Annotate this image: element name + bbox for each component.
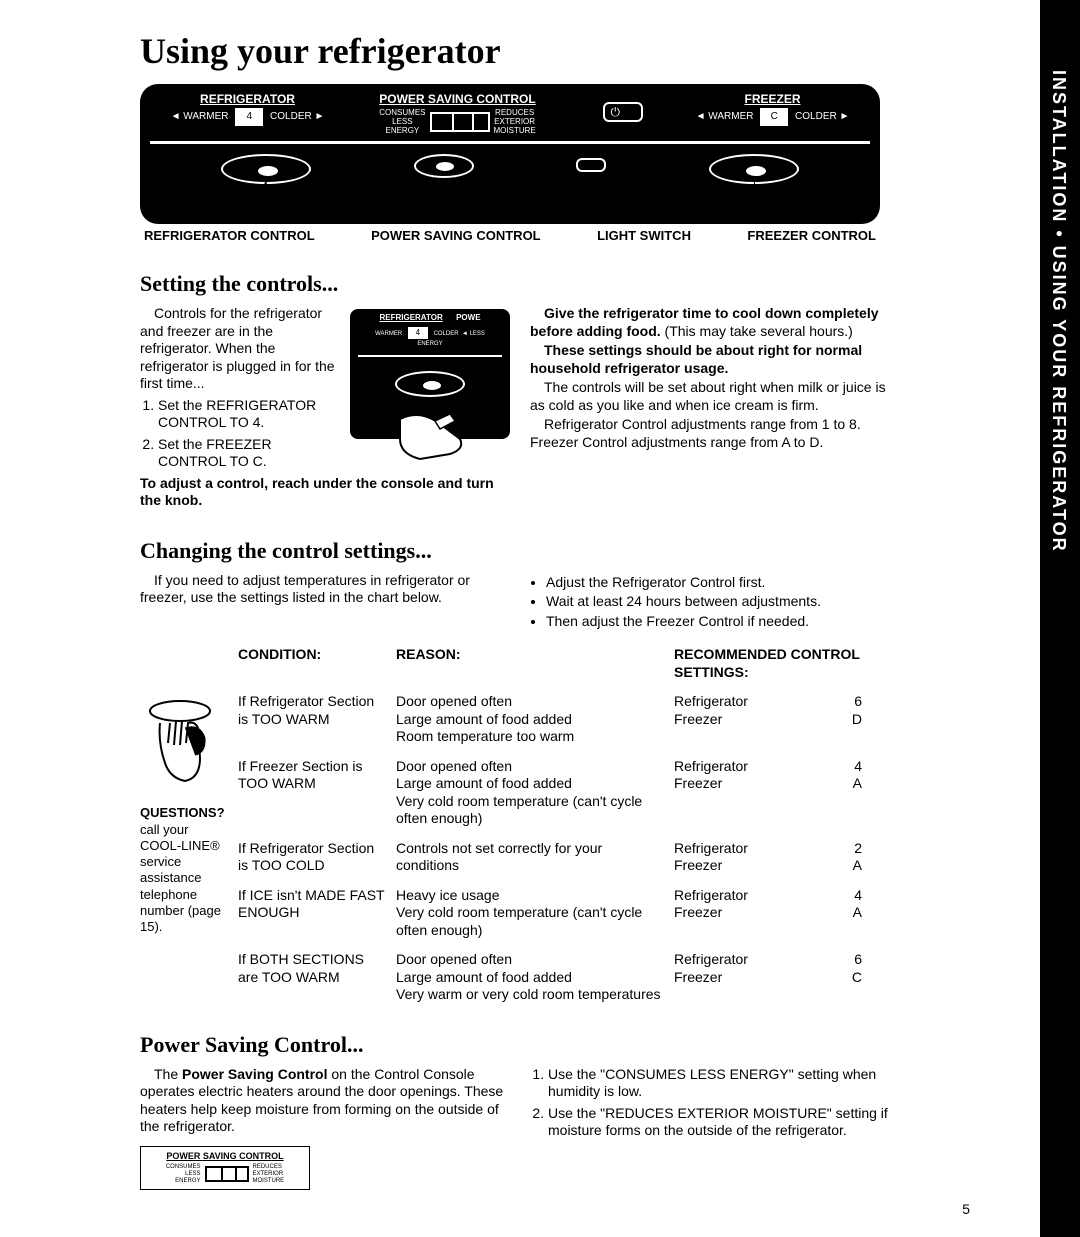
sp-dial: 4 bbox=[408, 327, 428, 339]
side-tab-text: INSTALLATION • USING YOUR REFRIGERATOR bbox=[1040, 0, 1069, 553]
side-tab: INSTALLATION • USING YOUR REFRIGERATOR bbox=[1040, 0, 1080, 1237]
table-cell-setting-label: RefrigeratorFreezer bbox=[674, 951, 814, 986]
setting-r1b: (This may take several hours.) bbox=[661, 323, 853, 339]
psc-step1: Use the "CONSUMES LESS ENERGY" setting w… bbox=[548, 1066, 900, 1101]
panel-psc-label: POWER SAVING CONTROL bbox=[358, 92, 558, 106]
psc-step2: Use the "REDUCES EXTERIOR MOISTURE" sett… bbox=[548, 1105, 900, 1140]
setting-r4: Refrigerator Control adjustments range f… bbox=[530, 416, 900, 451]
callout-light: LIGHT SWITCH bbox=[597, 228, 691, 243]
table-cell-setting-value: 6C bbox=[822, 951, 862, 986]
settings-table: CONDITION: REASON: RECOMMENDED CONTROL S… bbox=[140, 646, 900, 1004]
warmer-arrow-2: ◄ WARMER bbox=[696, 111, 754, 122]
table-cell-reason: Heavy ice usage Very cold room temperatu… bbox=[396, 887, 666, 940]
th-recommended: RECOMMENDED CONTROL SETTINGS: bbox=[674, 646, 862, 681]
colder-arrow-2: COLDER ► bbox=[795, 111, 849, 122]
table-cell-reason: Controls not set correctly for your cond… bbox=[396, 840, 666, 875]
freezer-knob-icon bbox=[709, 154, 799, 184]
table-cell-setting-label: RefrigeratorFreezer bbox=[674, 887, 814, 922]
hand-pointing-icon bbox=[390, 409, 480, 469]
light-pull-icon bbox=[576, 158, 606, 172]
small-panel-diagram: REFRIGERATOR POWE WARMER 4 COLDER ◄ LESS… bbox=[350, 309, 510, 439]
callout-line bbox=[588, 174, 608, 210]
psc-heading: Power Saving Control... bbox=[140, 1032, 900, 1058]
changing-left-para: If you need to adjust temperatures in re… bbox=[140, 572, 510, 607]
callout-line bbox=[754, 182, 774, 218]
table-cell-reason: Door opened often Large amount of food a… bbox=[396, 951, 666, 1004]
th-reason: REASON: bbox=[396, 646, 666, 664]
setting-adjust: To adjust a control, reach under the con… bbox=[140, 475, 494, 509]
psc-small-diagram: POWER SAVING CONTROL CONSUMESLESSENERGY … bbox=[140, 1146, 310, 1190]
page-title: Using your refrigerator bbox=[140, 30, 900, 72]
setting-r3: The controls will be set about right whe… bbox=[530, 379, 900, 414]
table-cell-reason: Door opened often Large amount of food a… bbox=[396, 693, 666, 746]
psc-small-label: POWER SAVING CONTROL bbox=[145, 1151, 305, 1162]
refrig-dial: 4 bbox=[235, 108, 263, 126]
table-cell-condition: If Refrigerator Section is TOO COLD bbox=[238, 840, 388, 875]
hand-turning-icon bbox=[140, 693, 220, 793]
reduces-moisture-label: REDUCES EXTERIOR MOISTURE bbox=[494, 108, 536, 135]
callout-line bbox=[439, 178, 459, 214]
panel-freezer-label: FREEZER bbox=[688, 92, 858, 106]
changing-b3: Then adjust the Freezer Control if neede… bbox=[546, 613, 900, 631]
psc-knob-icon bbox=[414, 154, 474, 178]
table-cell-setting-label: RefrigeratorFreezer bbox=[674, 693, 814, 728]
changing-b2: Wait at least 24 hours between adjustmen… bbox=[546, 593, 900, 611]
light-switch-icon bbox=[603, 102, 643, 122]
psc-small-slider-icon bbox=[205, 1166, 249, 1182]
sidebar-text: call your COOL-LINE® service assistance … bbox=[140, 822, 230, 936]
psc-left-para: The Power Saving Control on the Control … bbox=[140, 1066, 510, 1136]
consumes-less-label: CONSUMES LESS ENERGY bbox=[379, 108, 425, 135]
changing-b1: Adjust the Refrigerator Control first. bbox=[546, 574, 900, 592]
table-cell-condition: If Refrigerator Section is TOO WARM bbox=[238, 693, 388, 728]
table-cell-setting-value: 2A bbox=[822, 840, 862, 875]
th-condition: CONDITION: bbox=[238, 646, 388, 664]
table-sidebar: QUESTIONS? call your COOL-LINE® service a… bbox=[140, 693, 230, 935]
table-cell-setting-label: RefrigeratorFreezer bbox=[674, 840, 814, 875]
setting-heading: Setting the controls... bbox=[140, 271, 900, 297]
table-cell-condition: If Freezer Section is TOO WARM bbox=[238, 758, 388, 793]
freezer-dial: C bbox=[760, 108, 788, 126]
table-cell-reason: Door opened often Large amount of food a… bbox=[396, 758, 666, 828]
sp-warmer: WARMER bbox=[375, 331, 402, 337]
callout-freezer: FREEZER CONTROL bbox=[747, 228, 876, 243]
setting-right-col: Give the refrigerator time to cool down … bbox=[530, 305, 900, 510]
sp-colder: COLDER bbox=[434, 331, 459, 337]
table-cell-setting-value: 4A bbox=[822, 887, 862, 922]
callout-refrig: REFRIGERATOR CONTROL bbox=[144, 228, 315, 243]
changing-heading: Changing the control settings... bbox=[140, 538, 900, 564]
colder-arrow: COLDER ► bbox=[270, 111, 324, 122]
table-cell-setting-value: 4A bbox=[822, 758, 862, 793]
callout-line bbox=[256, 182, 276, 218]
warmer-arrow: ◄ WARMER bbox=[171, 111, 229, 122]
panel-refrig-label: REFRIGERATOR bbox=[163, 92, 333, 106]
sp-refrig-label: REFRIGERATOR bbox=[379, 313, 442, 322]
setting-left-col: REFRIGERATOR POWE WARMER 4 COLDER ◄ LESS… bbox=[140, 305, 510, 510]
page-number: 5 bbox=[962, 1201, 970, 1217]
control-panel-diagram: REFRIGERATOR ◄ WARMER 4 COLDER ► POWER S… bbox=[140, 84, 880, 224]
sidebar-q: QUESTIONS? bbox=[140, 805, 225, 820]
table-cell-setting-value: 6D bbox=[822, 693, 862, 728]
page-content: Using your refrigerator REFRIGERATOR ◄ W… bbox=[140, 30, 900, 1190]
callout-psc: POWER SAVING CONTROL bbox=[371, 228, 540, 243]
table-cell-setting-label: RefrigeratorFreezer bbox=[674, 758, 814, 793]
table-cell-condition: If BOTH SECTIONS are TOO WARM bbox=[238, 951, 388, 986]
setting-r2: These settings should be about right for… bbox=[530, 342, 862, 376]
refrig-knob-icon bbox=[221, 154, 311, 184]
table-cell-condition: If ICE isn't MADE FAST ENOUGH bbox=[238, 887, 388, 922]
sp-knob-icon bbox=[395, 371, 465, 397]
psc-slider-icon bbox=[430, 112, 490, 132]
